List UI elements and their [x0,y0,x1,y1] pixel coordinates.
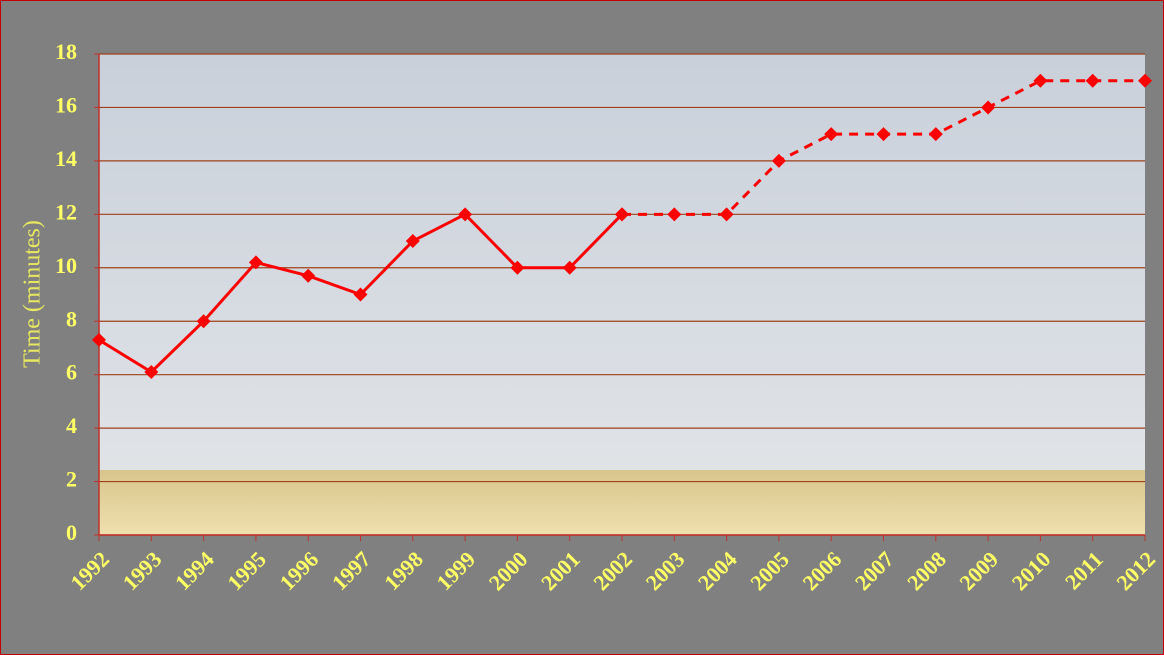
background-field [99,470,1145,535]
y-tick-label: 4 [66,413,77,438]
marker [928,127,943,142]
y-tick-label: 16 [55,92,77,117]
marker [981,100,996,115]
y-tick-label: 10 [55,253,77,278]
y-tick-label: 2 [66,467,77,492]
background-sky [99,54,1145,535]
marker [1085,73,1100,88]
marker [248,255,263,270]
marker [353,287,368,302]
y-tick-label: 18 [55,39,77,64]
marker [771,153,786,168]
marker [196,314,211,329]
y-tick-label: 6 [66,360,77,385]
y-tick-label: 8 [66,306,77,331]
marker [405,234,420,249]
marker [824,127,839,142]
marker [458,207,473,222]
marker [719,207,734,222]
marker [876,127,891,142]
marker [92,332,106,347]
y-tick-label: 12 [55,199,77,224]
y-axis-title: Time (minutes) [20,220,46,368]
marker [144,364,159,379]
marker [510,260,525,275]
marker [562,260,577,275]
marker [667,207,682,222]
marker [1138,73,1152,88]
y-tick-label: 0 [66,520,77,545]
marker [1033,73,1048,88]
marker [615,207,629,222]
y-tick-label: 14 [55,146,77,171]
marker [301,268,316,283]
